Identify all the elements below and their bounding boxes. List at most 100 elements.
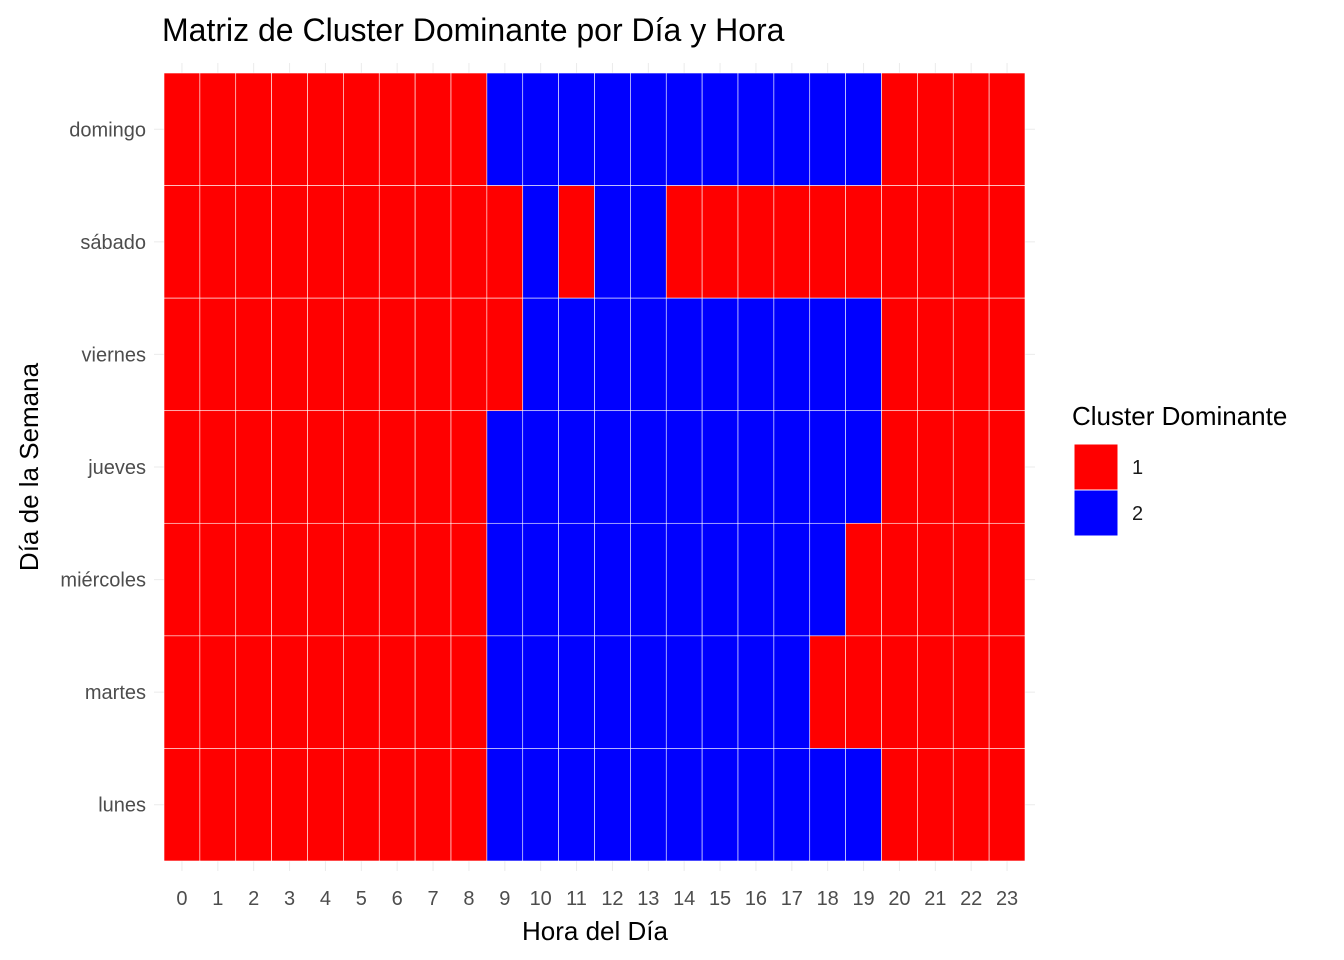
heatmap-cell (235, 410, 272, 524)
heatmap-cell (988, 297, 1026, 412)
heatmap-cell (199, 635, 237, 749)
heatmap-cell (665, 522, 703, 637)
heatmap-cell (235, 72, 272, 186)
heatmap-cell (235, 635, 272, 749)
heatmap-cell (163, 185, 201, 299)
heatmap-cell (845, 410, 882, 524)
y-axis-title: Día de la Semana (14, 362, 44, 571)
x-tick-label: 5 (356, 888, 367, 910)
heatmap-cell (988, 72, 1026, 186)
heatmap-cell (773, 522, 811, 637)
heatmap-cell (235, 522, 272, 637)
heatmap-cell (773, 410, 811, 524)
heatmap-cell (378, 635, 416, 749)
heatmap-cell (917, 185, 954, 299)
heatmap-cell (414, 635, 452, 749)
legend-label: 1 (1132, 457, 1143, 479)
heatmap-cell (773, 748, 811, 862)
heatmap-cell (199, 72, 237, 186)
heatmap-cell (450, 297, 488, 412)
heatmap-cell (307, 297, 344, 412)
x-tick-label: 10 (530, 888, 552, 910)
heatmap-cell (343, 185, 380, 299)
heatmap-cell (701, 522, 739, 637)
heatmap-cell (630, 185, 667, 299)
heatmap-cell (845, 635, 882, 749)
heatmap-cell (163, 72, 201, 186)
heatmap-cell (809, 635, 846, 749)
heatmap-cell (486, 748, 524, 862)
heatmap-cell (307, 72, 344, 186)
y-tick-label: lunes (98, 795, 146, 817)
heatmap-cell (343, 635, 380, 749)
heatmap-cell (845, 297, 882, 412)
heatmap-cell (235, 748, 272, 862)
heatmap-cell (343, 72, 380, 186)
heatmap-cell (343, 410, 380, 524)
heatmap-cell (199, 297, 237, 412)
heatmap-cell (594, 185, 631, 299)
heatmap-cell (665, 185, 703, 299)
heatmap-cell (737, 72, 775, 186)
heatmap-cell (809, 522, 846, 637)
legend-key (1073, 489, 1119, 537)
heatmap-cell (163, 522, 201, 637)
heatmap-cell (378, 410, 416, 524)
heatmap-cell (486, 72, 524, 186)
heatmap-cell (630, 410, 667, 524)
heatmap-cell (414, 297, 452, 412)
x-tick-label: 20 (888, 888, 910, 910)
heatmap-cell (271, 635, 308, 749)
x-tick-label: 3 (284, 888, 295, 910)
heatmap-cell (773, 297, 811, 412)
heatmap-cell (486, 635, 524, 749)
heatmap-cell (343, 297, 380, 412)
x-tick-label: 21 (924, 888, 946, 910)
x-tick-label: 17 (781, 888, 803, 910)
heatmap-cell (271, 748, 308, 862)
legend-label: 2 (1132, 503, 1143, 525)
heatmap-cell (163, 635, 201, 749)
x-tick-label: 2 (248, 888, 259, 910)
heatmap-cell (665, 635, 703, 749)
heatmap-cell (522, 297, 559, 412)
heatmap-cell (845, 522, 882, 637)
heatmap-cell (235, 297, 272, 412)
heatmap-cell (988, 635, 1026, 749)
legend-items: 12 (1073, 443, 1143, 537)
x-tick-label: 19 (852, 888, 874, 910)
heatmap-cell (522, 72, 559, 186)
heatmap-cell (630, 297, 667, 412)
heatmap-cell (917, 410, 954, 524)
heatmap-cell (665, 72, 703, 186)
heatmap-cell (199, 410, 237, 524)
heatmap-cell (917, 748, 954, 862)
heatmap-cell (917, 297, 954, 412)
heatmap-cell (988, 185, 1026, 299)
heatmap-cell (701, 748, 739, 862)
x-tick-label: 9 (499, 888, 510, 910)
heatmap-cell (450, 72, 488, 186)
heatmap-cell (917, 72, 954, 186)
heatmap-cell (558, 72, 595, 186)
heatmap-cell (881, 72, 918, 186)
heatmap-cell (271, 410, 308, 524)
heatmap-cell (630, 72, 667, 186)
y-axis-ticks: domingo sábado viernes jueves miércoles marte… (60, 119, 146, 816)
heatmap-cell (701, 185, 739, 299)
heatmap-cell (450, 185, 488, 299)
heatmap-cell (414, 72, 452, 186)
heatmap-cell (988, 748, 1026, 862)
x-tick-label: 6 (392, 888, 403, 910)
y-tick-label: domingo (69, 119, 146, 141)
heatmap-cell (163, 297, 201, 412)
heatmap-cell (952, 72, 990, 186)
x-tick-label: 8 (463, 888, 474, 910)
y-tick-label: viernes (82, 344, 146, 366)
heatmap-cell (486, 297, 524, 412)
heatmap-cell (773, 72, 811, 186)
heatmap-cell (809, 72, 846, 186)
heatmap-cell (522, 185, 559, 299)
heatmap-cell (486, 522, 524, 637)
heatmap-cell (378, 748, 416, 862)
